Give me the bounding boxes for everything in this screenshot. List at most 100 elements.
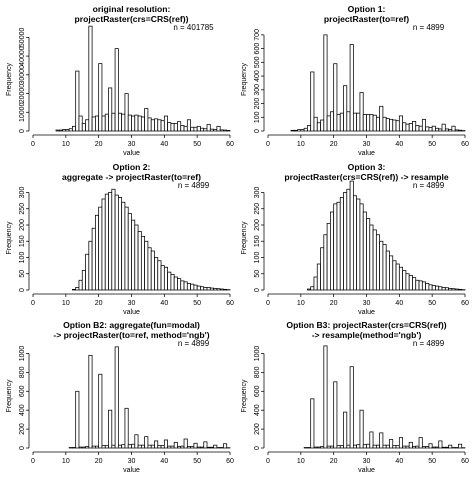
n-count-label: n = 4899 [178, 181, 210, 190]
histogram-bar [444, 128, 449, 132]
histogram-bar [395, 120, 400, 132]
y-tick-label: 50000 [19, 28, 26, 48]
histogram-bar [448, 288, 453, 291]
histogram-bar [81, 446, 86, 449]
x-tick-label: 40 [160, 300, 168, 307]
x-tick-label: 10 [297, 141, 305, 148]
y-tick-label: 300 [19, 187, 26, 199]
histogram-bar [369, 114, 374, 132]
histogram-bar [382, 244, 387, 291]
histogram-bar [81, 270, 86, 291]
histogram-bar [65, 129, 70, 132]
histogram-bar [140, 444, 146, 449]
histogram-bar [431, 285, 436, 291]
histogram-bar [114, 346, 119, 449]
y-tick-label: 30000 [19, 65, 26, 85]
histogram-bar [193, 126, 198, 132]
histogram-bar [385, 444, 390, 449]
x-tick-label: 20 [330, 458, 338, 465]
histogram-bar [448, 444, 453, 449]
histogram-bar [316, 122, 321, 132]
histogram-bar [320, 119, 325, 132]
histogram-bar [392, 445, 397, 449]
histogram-bar [101, 115, 106, 132]
x-tick-label: 40 [395, 300, 403, 307]
x-tick-label: 60 [461, 141, 469, 148]
y-tick-label: 600 [254, 43, 261, 55]
histogram-bar [117, 112, 123, 132]
histogram-bar [157, 119, 162, 132]
histogram-bar [140, 236, 146, 291]
x-tick-label: 20 [95, 300, 103, 307]
histogram-bar [362, 211, 367, 291]
histogram-bar [349, 44, 354, 132]
histogram-bar [330, 111, 335, 132]
x-tick-label: 30 [128, 458, 136, 465]
x-tick-label: 0 [31, 300, 35, 307]
histogram-bar [78, 446, 83, 449]
histogram-bar [333, 63, 338, 132]
histogram-bar [88, 240, 93, 291]
chart-title-line: -> resample(method='ngb') [312, 330, 422, 340]
histogram-bar [98, 206, 103, 291]
x-tick-label: 10 [62, 300, 70, 307]
histogram-bar [313, 446, 318, 449]
histogram-bar [458, 288, 463, 291]
histogram-bar [405, 273, 410, 291]
y-tick-label: 250 [254, 203, 261, 215]
histogram-bar [58, 129, 63, 132]
x-tick-label: 30 [128, 300, 136, 307]
x-tick-label: 0 [266, 300, 270, 307]
x-tick-label: 30 [363, 458, 371, 465]
y-tick-label: 200 [254, 98, 261, 110]
y-tick-label: 10000 [19, 102, 26, 122]
histogram-bar [219, 288, 224, 291]
histogram-bar [193, 442, 198, 449]
histogram-bar [75, 287, 80, 291]
y-tick-label: 0 [19, 288, 26, 292]
histogram-bar [382, 116, 387, 132]
y-tick-label: 100 [254, 252, 261, 264]
histogram-bar [134, 434, 139, 449]
histogram-bar [167, 445, 172, 449]
histogram-bar [428, 443, 433, 449]
histogram-bar [336, 201, 341, 291]
histogram-bar [372, 114, 377, 132]
histogram-bar [196, 446, 201, 449]
histogram-bar [160, 445, 165, 449]
histogram-bar [389, 439, 394, 449]
x-tick-label: 30 [363, 141, 371, 148]
x-tick-label: 40 [395, 458, 403, 465]
x-tick-label: 60 [226, 300, 234, 307]
histogram-bar [359, 92, 364, 132]
histogram-bar [405, 123, 410, 132]
histogram-bar [313, 276, 318, 291]
histogram-bar [336, 445, 341, 449]
histogram-bar [190, 126, 195, 132]
histogram-bar [104, 113, 109, 132]
histogram-bar [203, 128, 208, 132]
histogram-bar [389, 118, 394, 132]
histogram-bar [78, 279, 83, 291]
histogram-bar [62, 129, 67, 132]
histogram-bar [144, 108, 149, 132]
histogram-bar [157, 445, 162, 449]
histogram-bar [346, 188, 351, 291]
x-tick-label: 50 [428, 458, 436, 465]
chart-title-line: original resolution: [93, 4, 171, 14]
histogram-bar [101, 445, 106, 449]
histogram-bar [316, 263, 321, 291]
x-tick-label: 50 [193, 458, 201, 465]
histogram-bar [150, 119, 155, 132]
histogram-bar [183, 438, 188, 449]
histogram-bar [108, 87, 113, 132]
y-axis-label: Frequency [241, 379, 248, 413]
histogram-bar [180, 125, 185, 132]
x-tick-label: 0 [266, 458, 270, 465]
x-tick-label: 10 [62, 458, 70, 465]
histogram-bar [200, 446, 205, 449]
histogram-bar [186, 446, 191, 449]
histogram-bar [213, 129, 218, 132]
y-tick-label: 40000 [19, 46, 26, 66]
histogram-bar [310, 71, 315, 132]
